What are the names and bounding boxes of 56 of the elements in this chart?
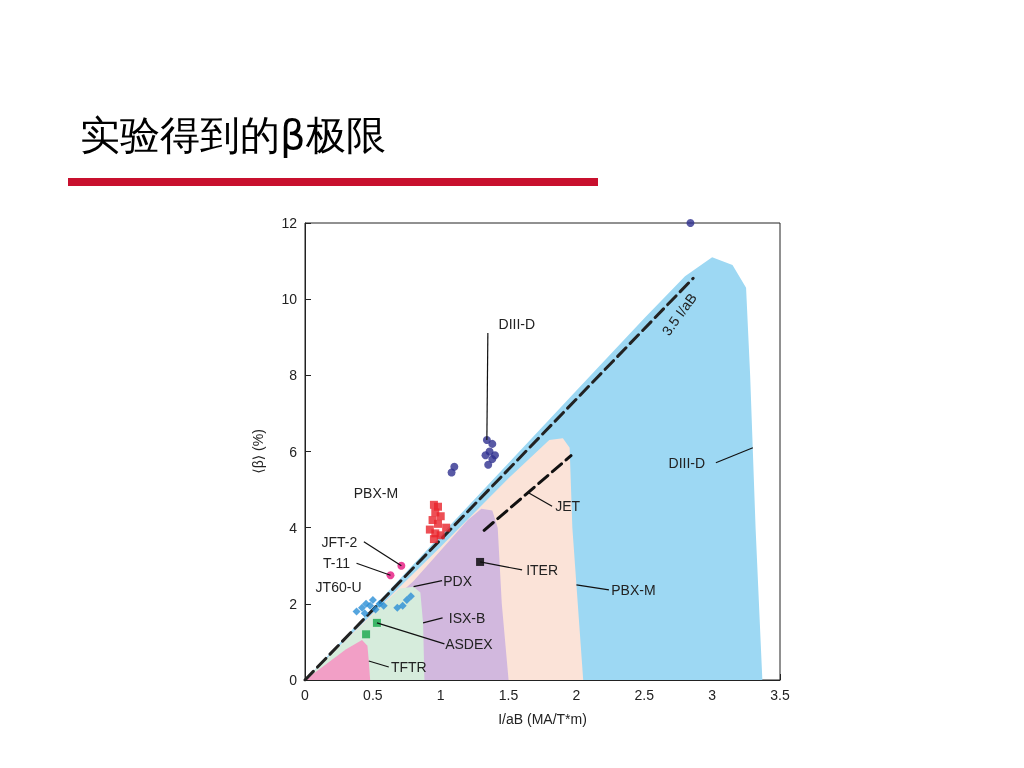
point (447, 468, 456, 477)
annotation: PBX-M (611, 581, 656, 598)
point (368, 596, 377, 605)
annotation: PBX-M (353, 484, 399, 501)
y-axis-title: ⟨β⟩ (%) (250, 429, 266, 474)
x-tick-label: 0.5 (363, 687, 383, 703)
x-tick-label: 3.5 (770, 687, 790, 703)
annotation: JT60-U (315, 579, 362, 596)
x-tick-label: 1.5 (498, 687, 519, 703)
annotation: ASDEX (445, 635, 494, 652)
point (488, 439, 497, 448)
y-tick-label: 2 (289, 595, 298, 612)
annotation: TFTR (390, 658, 427, 675)
point (402, 596, 411, 605)
point (358, 603, 366, 612)
point (476, 557, 485, 566)
x-tick-label: 2.5 (634, 687, 655, 703)
annotation: JFT-2 (321, 533, 358, 550)
annotation: 3.5 I/aB (658, 290, 700, 339)
point (429, 535, 438, 544)
x-tick-label: 3 (708, 687, 717, 703)
point (436, 512, 445, 521)
annotation: T-11 (323, 555, 351, 572)
annotation: DIII-D (668, 454, 706, 471)
annotation: PDX (443, 572, 473, 589)
point (379, 601, 388, 610)
point (491, 451, 499, 460)
point (371, 605, 380, 614)
point (362, 630, 371, 639)
chart-title: 实验得到的β极限 (80, 111, 386, 160)
point (366, 601, 375, 610)
point (484, 460, 493, 469)
annotation: ISX-B (448, 609, 486, 626)
y-tick-label: 0 (289, 672, 298, 688)
y-tick-label: 12 (281, 215, 298, 231)
point (434, 519, 442, 528)
point (406, 592, 415, 601)
point (481, 451, 490, 460)
x-tick-label: 1 (436, 687, 445, 703)
point (372, 618, 381, 627)
point (352, 607, 361, 616)
point (393, 603, 402, 612)
annotation: JET (555, 498, 581, 515)
x-tick-label: 2 (572, 687, 581, 703)
x-tick-label: 0 (301, 687, 310, 703)
point (686, 219, 695, 227)
point (442, 523, 451, 532)
y-tick-label: 8 (289, 367, 298, 384)
point (398, 601, 407, 610)
y-tick-label: 10 (281, 291, 298, 308)
x-axis-title: I/aB (MA/T*m) (498, 711, 587, 727)
annotation: ITER (526, 561, 559, 578)
point (360, 609, 369, 618)
y-tick-label: 6 (289, 443, 298, 460)
annotation: DIII-D (498, 316, 536, 333)
y-tick-label: 4 (289, 519, 298, 536)
